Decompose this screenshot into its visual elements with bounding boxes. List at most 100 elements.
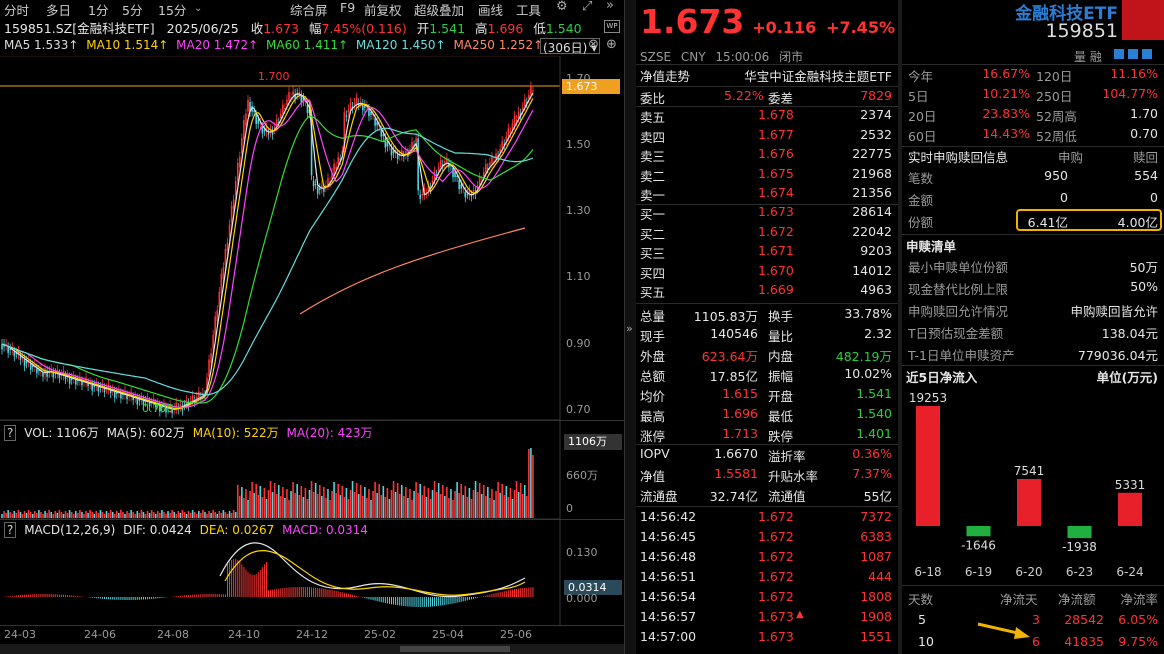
kline-svg[interactable] <box>0 56 624 654</box>
tab-1min[interactable]: 1分 <box>88 3 109 18</box>
volume-bar <box>5 513 7 518</box>
candle-body <box>64 376 67 380</box>
volume-bar <box>392 481 395 518</box>
period-count-dropdown[interactable]: (306日) ▾ <box>540 38 601 55</box>
link-icon[interactable] <box>1142 49 1152 59</box>
high-value: 1.696 <box>487 21 524 36</box>
macd-tick: 0.130 <box>566 546 598 559</box>
gear-icon[interactable]: ⚙ <box>556 0 568 14</box>
add-icon[interactable]: ⊕ <box>606 37 617 52</box>
candle-body <box>191 395 194 402</box>
volume-bar <box>304 488 307 518</box>
redeem-value: 4.00亿 <box>1117 215 1158 230</box>
candle-body <box>70 378 73 380</box>
candle-body <box>144 400 147 402</box>
double-chevron-right-icon[interactable]: » <box>606 0 614 13</box>
stat-value: 17.85亿 <box>709 369 758 384</box>
candle-body <box>93 385 96 387</box>
tab-multiday[interactable]: 多日 <box>46 3 72 18</box>
stat-label: 最低 <box>768 409 794 424</box>
tab-composite[interactable]: 综合屏 <box>290 3 328 18</box>
expand-icon[interactable]: ⤢ <box>582 0 593 14</box>
ask-row[interactable]: 卖四 1.677 2532 <box>636 127 898 147</box>
ask-row[interactable]: 卖五 1.678 2374 <box>636 107 898 127</box>
tab-adjust[interactable]: 前复权 <box>364 3 402 18</box>
candle-body <box>167 407 169 409</box>
volume-bar <box>298 495 301 518</box>
ask-row[interactable]: 卖一 1.674 21356 <box>636 185 898 205</box>
redeem-title: 实时申购赎回信息 <box>908 150 1009 165</box>
candle-body <box>159 405 161 412</box>
bid-row[interactable]: 买一 1.673 28614 <box>636 204 898 224</box>
candle-body <box>333 163 335 175</box>
help-icon[interactable]: ? <box>4 522 17 538</box>
tab-5min[interactable]: 5分 <box>122 3 143 18</box>
chevron-down-icon[interactable]: ⌄ <box>194 3 203 14</box>
perf-value: 104.77% <box>1102 86 1158 101</box>
high-label: 高 <box>475 21 488 36</box>
volume-bar <box>267 490 270 518</box>
close-icon[interactable]: ⊗ <box>588 37 599 52</box>
volume-bar <box>409 489 411 518</box>
volume-bar <box>464 486 467 518</box>
redeem-header: 实时申购赎回信息 申购 赎回 <box>902 147 1164 167</box>
volume-bar <box>249 491 251 518</box>
bid-row[interactable]: 买五 1.669 4963 <box>636 282 898 302</box>
volume-bar <box>382 486 385 518</box>
volume-bar <box>150 510 153 518</box>
flow-rate: 9.75% <box>1118 634 1158 649</box>
double-chevron-right-icon[interactable]: » <box>626 322 633 335</box>
flow-table-row: 5 3 28542 6.05% <box>902 612 1164 632</box>
tab-timeshare[interactable]: 分时 <box>4 3 30 18</box>
bid-row[interactable]: 买二 1.672 22042 <box>636 224 898 244</box>
volume-bar <box>321 496 323 518</box>
candle-body <box>515 119 518 122</box>
volume-bar <box>46 513 48 518</box>
candle-body <box>5 343 7 346</box>
volume-bar <box>530 448 532 518</box>
candle-body <box>44 368 46 375</box>
iopv-label: IOPV <box>640 446 670 461</box>
volume-bar <box>423 486 426 518</box>
candle-body <box>25 360 28 364</box>
candle-body <box>206 377 208 391</box>
tab-15min[interactable]: 15分 <box>158 3 187 18</box>
volume-bar <box>85 511 87 518</box>
bid-row[interactable]: 买三 1.671 9203 <box>636 243 898 263</box>
tab-draw[interactable]: 画线 <box>478 3 504 18</box>
wp-icon[interactable]: WP <box>604 20 620 33</box>
candle-body <box>327 177 329 186</box>
bid-level: 买四 <box>640 265 666 281</box>
bid-row[interactable]: 买四 1.670 14012 <box>636 263 898 283</box>
nav-trend-link[interactable]: 净值走势 <box>640 69 691 84</box>
candle-body <box>75 379 77 385</box>
candle-body <box>132 397 134 401</box>
pen-icon[interactable] <box>1114 49 1124 59</box>
candle-body <box>507 128 510 137</box>
ask-row[interactable]: 卖三 1.676 22775 <box>636 146 898 166</box>
tab-f9[interactable]: F9 <box>340 0 356 15</box>
splitter[interactable]: » <box>624 0 636 654</box>
volume-bar <box>116 511 118 518</box>
ask-row[interactable]: 卖二 1.675 21968 <box>636 166 898 186</box>
tab-tools[interactable]: 工具 <box>516 3 542 18</box>
help-icon[interactable]: ? <box>4 425 17 441</box>
volume-bar <box>378 484 380 518</box>
candle-body <box>306 105 309 113</box>
scrollbar[interactable] <box>0 644 624 654</box>
candle-body <box>282 104 284 114</box>
volume-bar <box>437 483 440 518</box>
volume-bar <box>503 495 506 518</box>
candle-body <box>165 407 167 413</box>
candle-body <box>175 402 178 410</box>
candle-body <box>364 104 366 108</box>
tab-overlay[interactable]: 超级叠加 <box>414 3 465 18</box>
volume-bar <box>433 481 436 518</box>
flow-count: 6 <box>1032 634 1040 649</box>
candle-body <box>243 119 245 140</box>
edit-icon[interactable] <box>1128 49 1138 59</box>
ask-volume: 2532 <box>860 126 892 142</box>
candle-body <box>29 363 32 370</box>
volume-bar <box>220 513 223 518</box>
tick-volume: 7372 <box>860 509 892 524</box>
